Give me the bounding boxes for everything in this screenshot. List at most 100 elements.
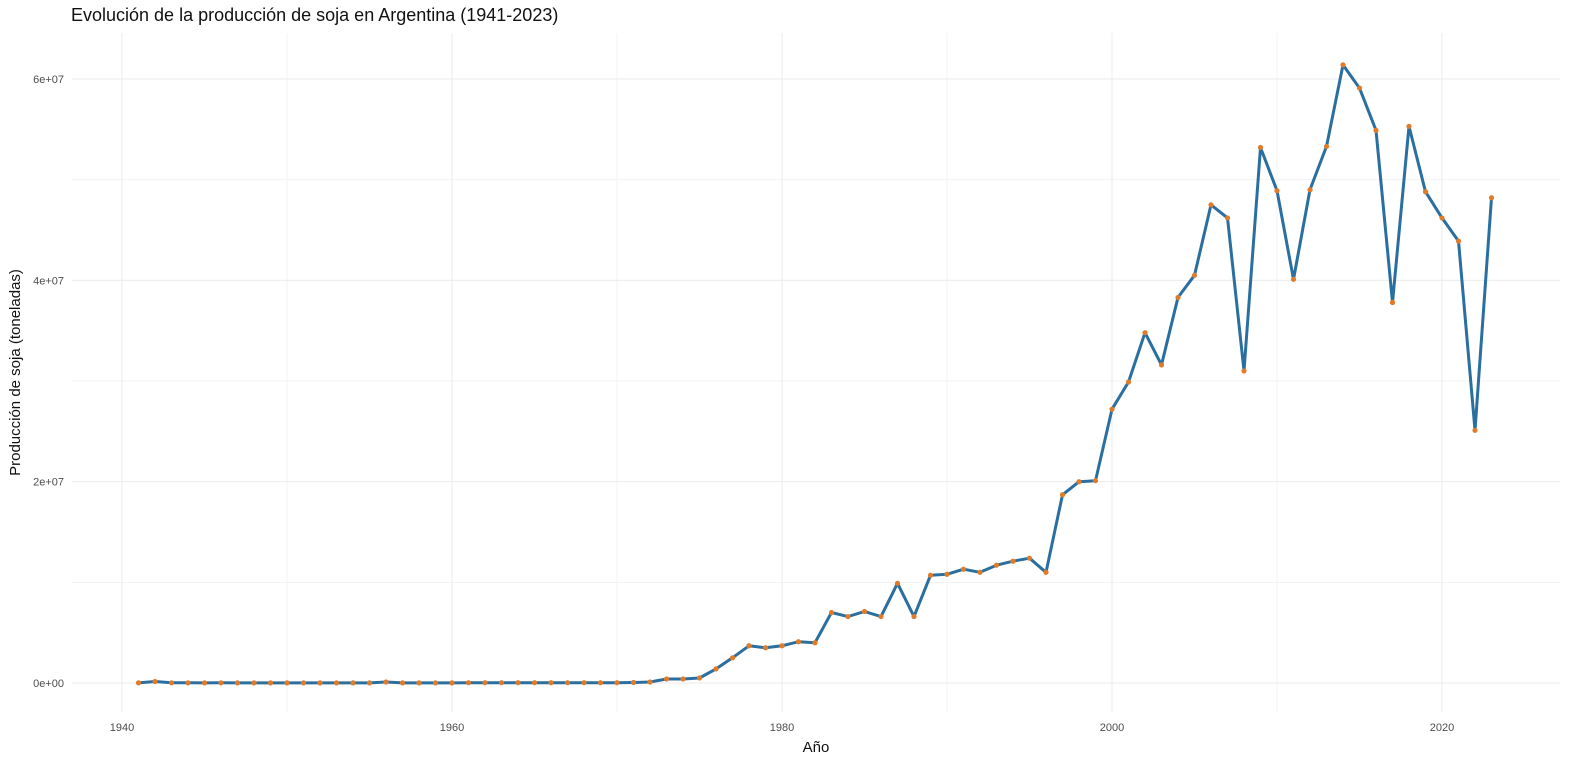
- data-point: [135, 680, 142, 686]
- major-gridlines: [72, 33, 1560, 712]
- data-point: [581, 680, 587, 686]
- data-point: [399, 680, 406, 686]
- data-point: [432, 680, 439, 686]
- data-point: [1290, 276, 1297, 282]
- data-point: [465, 680, 472, 686]
- data-point: [1026, 555, 1033, 561]
- data-point: [845, 613, 851, 620]
- data-point: [1472, 427, 1478, 433]
- x-axis-title: Año: [803, 739, 830, 756]
- data-point: [911, 613, 917, 620]
- data-point: [663, 676, 670, 682]
- y-tick-label: 6e+07: [33, 74, 64, 86]
- data-point: [1175, 294, 1181, 301]
- data-point: [1488, 195, 1495, 201]
- data-point: [1389, 299, 1396, 306]
- data-point: [366, 680, 373, 686]
- data-point: [614, 680, 620, 686]
- data-point: [1323, 143, 1330, 150]
- data-point: [1455, 238, 1462, 244]
- data-point: [878, 613, 884, 620]
- minor-gridlines: [72, 33, 1560, 712]
- data-point: [515, 680, 521, 686]
- y-tick-label: 0e+00: [33, 678, 64, 690]
- data-point: [1439, 215, 1445, 221]
- x-tick-label: 1940: [110, 722, 134, 734]
- points-layer: [135, 62, 1495, 686]
- data-point: [779, 643, 785, 649]
- data-point: [746, 643, 752, 649]
- data-point: [218, 680, 224, 686]
- data-point: [977, 569, 983, 575]
- data-point: [729, 655, 736, 661]
- data-point: [1274, 188, 1280, 194]
- data-point: [234, 680, 241, 686]
- data-point: [284, 680, 290, 686]
- data-point: [267, 680, 274, 686]
- data-point: [1142, 330, 1148, 336]
- data-point: [482, 680, 488, 686]
- data-point: [498, 680, 505, 686]
- data-point: [1373, 127, 1379, 133]
- data-point: [1257, 144, 1264, 151]
- series-line: [137, 63, 1493, 685]
- y-tick-label: 4e+07: [33, 275, 64, 287]
- data-point: [201, 680, 208, 686]
- data-point: [531, 680, 538, 686]
- data-point: [1340, 62, 1346, 68]
- data-point: [168, 680, 175, 686]
- data-point: [1356, 85, 1363, 91]
- data-point: [1010, 558, 1016, 564]
- data-point: [1076, 479, 1082, 485]
- data-point: [1422, 189, 1429, 195]
- data-point: [762, 645, 769, 651]
- data-point: [1307, 187, 1313, 193]
- data-point: [1109, 406, 1115, 412]
- data-point: [944, 571, 950, 577]
- data-point: [960, 566, 967, 572]
- data-point: [1092, 478, 1099, 484]
- x-tick-label: 1960: [440, 722, 464, 734]
- data-point: [1043, 569, 1049, 575]
- data-point: [1208, 202, 1214, 208]
- data-point: [1191, 272, 1198, 278]
- data-point: [1158, 362, 1165, 368]
- data-point: [630, 679, 637, 686]
- data-point: [548, 680, 554, 686]
- data-point: [1125, 379, 1132, 385]
- data-point: [564, 680, 571, 686]
- data-point: [1406, 123, 1412, 129]
- data-point: [300, 680, 307, 686]
- data-point: [696, 675, 703, 681]
- data-point: [317, 680, 323, 686]
- series-layer: [137, 63, 1493, 685]
- data-point: [1059, 492, 1066, 498]
- data-point: [927, 572, 934, 578]
- data-point: [350, 680, 356, 686]
- data-point: [713, 666, 719, 672]
- y-tick-labels: 0e+00 2e+07 4e+07 6e+07: [33, 74, 64, 690]
- x-tick-label: 2020: [1430, 722, 1454, 734]
- data-point: [894, 580, 901, 586]
- data-point: [812, 640, 818, 646]
- data-point: [449, 680, 455, 686]
- x-tick-labels: 1940 1960 1980 2000 2020: [110, 722, 1454, 734]
- x-tick-label: 2000: [1100, 722, 1124, 734]
- chart-title: Evolución de la producción de soja en Ar…: [71, 5, 559, 25]
- data-point: [597, 680, 604, 686]
- data-point: [251, 680, 257, 686]
- data-point: [647, 679, 653, 685]
- data-point: [416, 680, 422, 686]
- data-point: [861, 608, 868, 615]
- data-point: [795, 639, 802, 645]
- y-tick-label: 2e+07: [33, 477, 64, 489]
- data-point: [1224, 215, 1231, 221]
- data-point: [993, 562, 1000, 568]
- y-axis-title: Producción de soja (toneladas): [7, 269, 24, 476]
- data-point: [828, 609, 835, 616]
- data-point: [333, 680, 340, 686]
- x-tick-label: 1980: [770, 722, 794, 734]
- data-point: [383, 679, 389, 685]
- data-point: [185, 680, 191, 686]
